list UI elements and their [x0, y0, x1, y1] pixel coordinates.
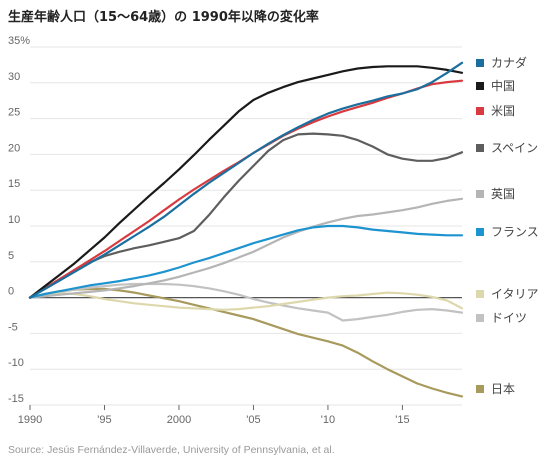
- x-tick-label-2005: '05: [246, 414, 260, 426]
- y-tick-label-35: 35%: [8, 35, 30, 47]
- x-tick-label-1995: '95: [97, 414, 111, 426]
- y-tick-label-30: 30: [8, 71, 20, 83]
- y-tick-label-5: -5: [8, 321, 18, 333]
- source-note: Source: Jesús Fernández-Villaverde, Univ…: [8, 444, 335, 456]
- series-line-6: [28, 224, 464, 299]
- legend-swatch-1: [476, 59, 484, 67]
- x-tick-label-1990: 1990: [18, 414, 42, 426]
- series-line-9: [28, 287, 464, 398]
- legend-swatch-5: [476, 190, 484, 198]
- legend-label-4: スペイン: [491, 141, 538, 155]
- y-tick-label-5: 5: [8, 250, 14, 262]
- y-tick-label-15: 15: [8, 178, 20, 190]
- legend-label-3: 米国: [491, 104, 515, 118]
- x-tick-label-2015: '15: [395, 414, 409, 426]
- x-tick-label-2000: 2000: [167, 414, 191, 426]
- legend-label-8: ドイツ: [491, 311, 527, 325]
- legend-swatch-8: [476, 314, 484, 322]
- y-tick-label-10: 10: [8, 214, 20, 226]
- legend-label-5: 英国: [491, 187, 515, 201]
- series-line-7: [28, 291, 464, 311]
- y-tick-label-15: -15: [8, 393, 24, 405]
- legend-label-2: 中国: [491, 78, 515, 93]
- legend-swatch-7: [476, 290, 484, 298]
- series-line-3: [28, 79, 464, 299]
- series-line-2: [28, 65, 464, 299]
- x-tick-label-2010: '10: [321, 414, 335, 426]
- series-line-1: [28, 61, 464, 299]
- series-line-8: [28, 282, 464, 322]
- legend-swatch-4: [476, 144, 484, 152]
- legend-label-1: カナダ: [491, 55, 527, 70]
- y-unit-label: %: [20, 35, 30, 47]
- legend-swatch-9: [476, 385, 484, 393]
- y-tick-label-10: -10: [8, 357, 24, 369]
- y-tick-label-0: 0: [8, 286, 14, 298]
- legend-swatch-3: [476, 107, 484, 115]
- y-tick-label-20: 20: [8, 142, 20, 154]
- legend-label-6: フランス: [491, 225, 539, 239]
- chart-title: 生産年齢人口（15〜64歳）の 1990年以降の変化率: [8, 10, 319, 25]
- legend-swatch-2: [476, 82, 484, 90]
- series-line-5: [28, 197, 464, 299]
- y-tick-label-25: 25: [8, 107, 20, 119]
- legend-label-7: イタリア: [491, 287, 539, 301]
- legend-swatch-6: [476, 228, 484, 236]
- legend-label-9: 日本: [491, 382, 515, 396]
